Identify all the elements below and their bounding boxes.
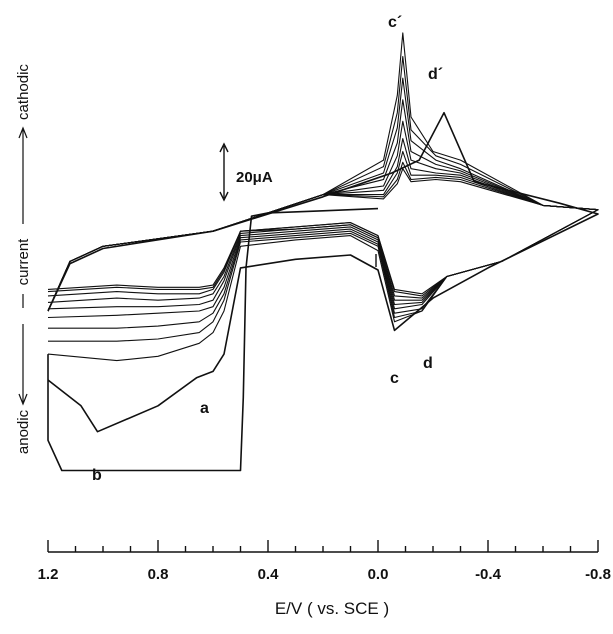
x-axis: 1.2 0.8 0.4 0.0 -0.4 -0.8: [38, 540, 611, 583]
cv-curves: [47, 32, 599, 472]
y-label-cathodic: cathodic: [15, 64, 32, 120]
x-axis-label: E/V ( vs. SCE ): [275, 599, 389, 618]
y-axis-label: anodic current cathodic: [15, 64, 32, 455]
cv-scan-10: [47, 161, 599, 312]
x-tick-label: 1.2: [38, 566, 59, 583]
x-tick-label: 0.0: [368, 566, 389, 583]
y-label-anodic: anodic: [15, 409, 32, 454]
cv-scan-1: [47, 207, 379, 472]
x-tick-label: 0.4: [258, 566, 280, 583]
y-label-arrowhead-down: [18, 393, 28, 406]
cv-scan-5: [47, 77, 599, 329]
peak-label-d-prime: d´: [428, 66, 443, 83]
peak-label-c-prime: c´: [388, 14, 402, 31]
cv-scan-6: [47, 99, 599, 319]
y-label-arrowhead-up: [18, 126, 28, 139]
cv-scan-11: [47, 168, 599, 312]
peak-label-c: c: [390, 370, 399, 387]
peak-label-b: b: [92, 467, 102, 484]
peak-label-d: d: [423, 355, 433, 372]
peak-label-a: a: [200, 400, 209, 417]
y-label-current: current: [15, 238, 32, 286]
cv-scan-2: [47, 111, 599, 433]
x-tick-label: 0.8: [148, 566, 169, 583]
cv-scan-7: [47, 120, 599, 312]
scale-bar-label: 20μA: [236, 169, 273, 186]
scale-bar: 20μA: [219, 142, 273, 202]
x-tick-label: -0.4: [475, 566, 502, 583]
x-tick-label: -0.8: [585, 566, 611, 583]
